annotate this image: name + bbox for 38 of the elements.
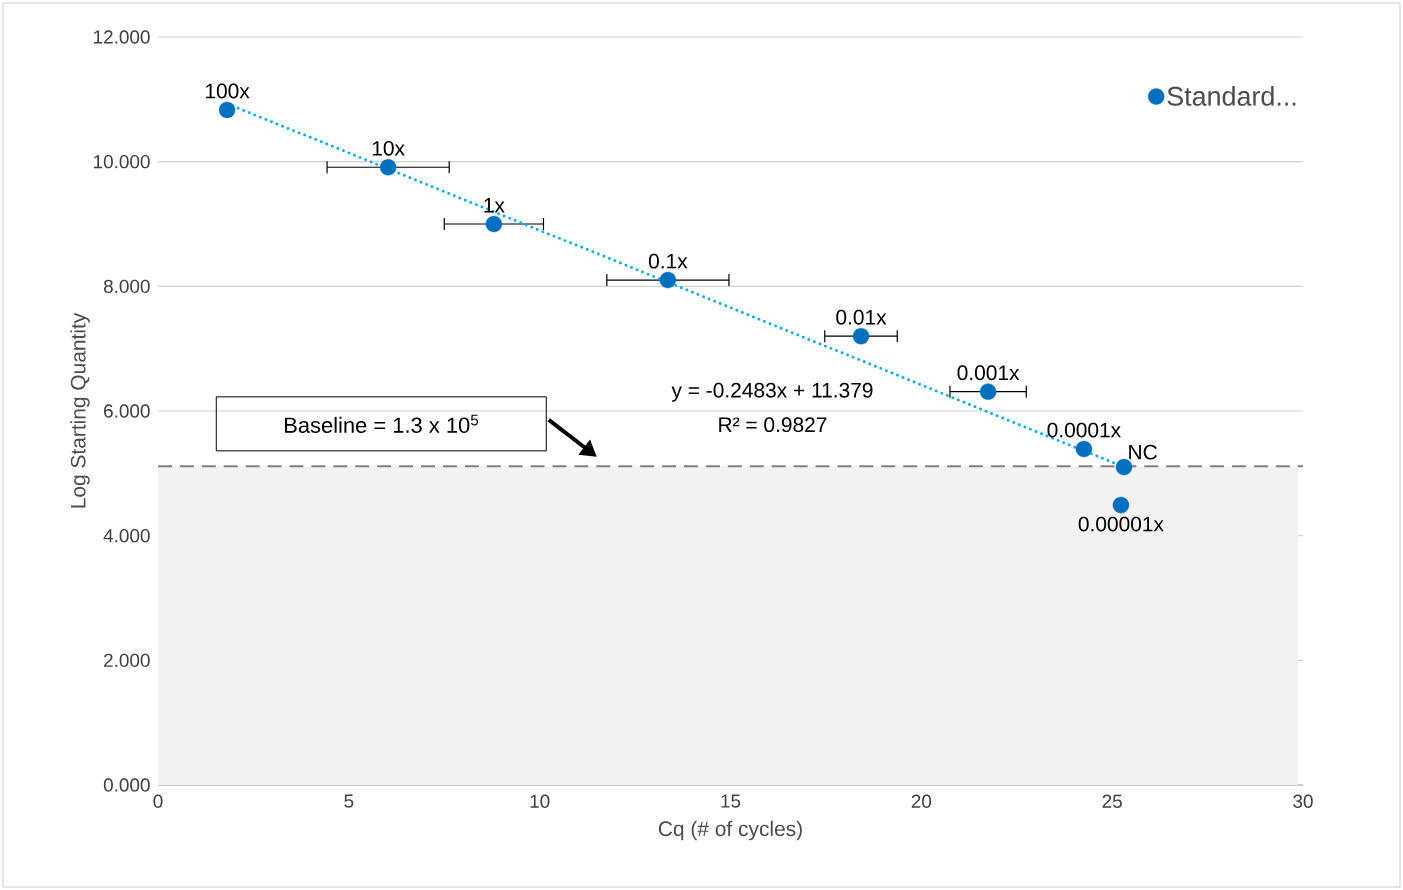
point xyxy=(379,159,397,176)
point xyxy=(979,383,997,400)
annotation: 10x xyxy=(372,140,405,156)
point xyxy=(1115,458,1133,476)
annotation: 0.0001x xyxy=(1047,422,1121,438)
y-tick-label: 8.000 xyxy=(103,279,150,294)
annotation: 100x xyxy=(205,83,250,99)
x-tick-label: 15 xyxy=(721,794,741,808)
annotation: 0.00001x xyxy=(1078,516,1164,532)
x-tick-label: 10 xyxy=(530,794,550,808)
y-axis-title: Log Starting Quantity xyxy=(70,312,90,508)
point xyxy=(1075,440,1093,458)
annotation: 0.01x xyxy=(836,309,887,325)
x-tick-label: 5 xyxy=(344,794,354,808)
y-tick-label: 0.000 xyxy=(103,778,150,792)
point xyxy=(852,328,870,345)
x-axis-title: Cq (# of cycles) xyxy=(658,820,802,841)
y-tick-label: 10.000 xyxy=(94,154,150,169)
y-tick-label: 2.000 xyxy=(104,653,150,668)
annotation: 0.001x xyxy=(957,365,1020,381)
y-tick-label: 12.000 xyxy=(94,30,150,44)
x-tick-label: 0 xyxy=(153,794,163,808)
annotation: 1x xyxy=(484,198,505,213)
point xyxy=(218,101,236,119)
annotation: R² = 0.9827 xyxy=(719,417,827,433)
x-tick-label: 30 xyxy=(1293,794,1313,808)
legend-label: Standard... xyxy=(1167,86,1296,106)
y-tick-label: 6.000 xyxy=(104,404,150,418)
y-tick-label: 4.000 xyxy=(103,528,150,543)
annotation: 0.1x xyxy=(648,253,688,269)
ref-line-label: Baseline = 1.3 x 10$^{5}$ xyxy=(285,414,479,433)
point xyxy=(485,215,503,233)
point xyxy=(1112,496,1130,514)
x-tick-label: 25 xyxy=(1102,794,1122,808)
point xyxy=(659,271,677,289)
annotation: NC xyxy=(1129,444,1157,460)
annotation: y = -0.2483x + 11.379 xyxy=(671,382,873,402)
x-tick-label: 20 xyxy=(911,794,932,808)
